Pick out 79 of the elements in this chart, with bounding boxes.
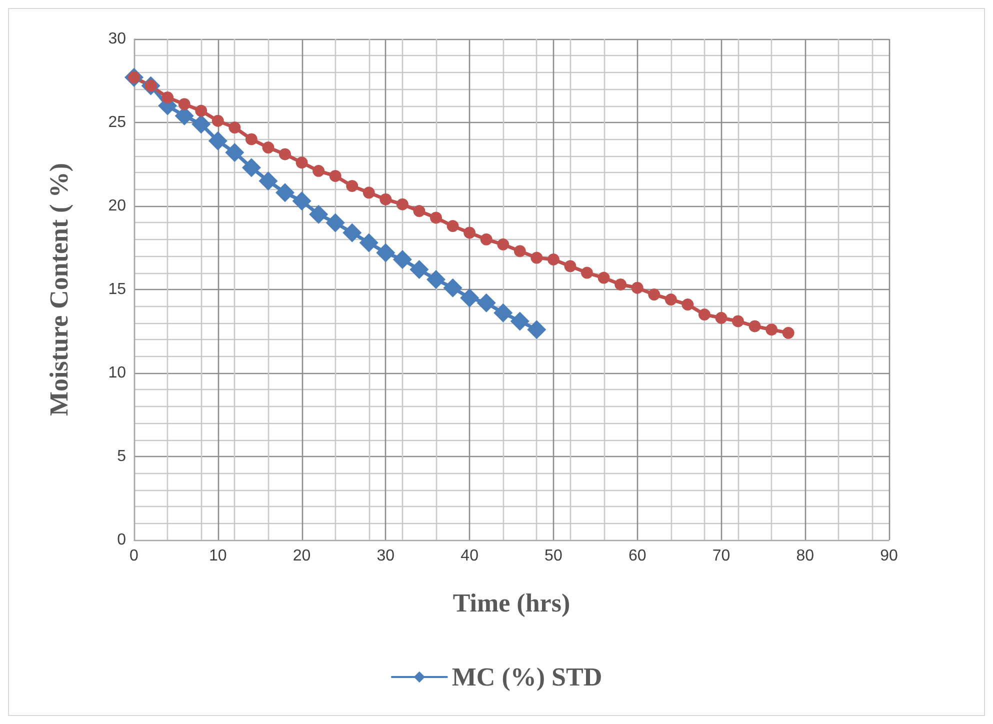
x-tick-label: 60 [628, 548, 646, 564]
point [292, 191, 312, 210]
point [276, 183, 294, 202]
point [392, 250, 412, 269]
y-tick-label: 25 [108, 114, 126, 131]
point [510, 312, 530, 331]
point [279, 148, 291, 160]
point [476, 293, 496, 312]
x-axis-title: Time (hrs) [452, 588, 570, 618]
point [446, 220, 459, 232]
point [598, 272, 610, 284]
legend-label: MC (%) STD [452, 662, 602, 692]
point [396, 198, 408, 210]
point [262, 142, 274, 154]
point [195, 104, 208, 117]
point [162, 91, 174, 104]
x-tick-label: 0 [130, 548, 139, 564]
point [460, 288, 480, 308]
point [664, 294, 677, 306]
x-tick-label: 20 [292, 548, 311, 564]
x-tick-label: 30 [376, 548, 395, 564]
point [362, 186, 375, 199]
x-tick-label: 40 [460, 548, 479, 564]
point [212, 114, 224, 127]
point [413, 205, 426, 218]
point [530, 252, 543, 264]
point [410, 260, 429, 279]
point [208, 131, 228, 150]
point [443, 278, 462, 298]
point [480, 233, 492, 246]
point [430, 212, 442, 224]
point [309, 204, 328, 224]
point [464, 226, 476, 239]
y-tick-label: 10 [108, 364, 126, 382]
point [242, 158, 261, 178]
point [732, 315, 744, 328]
y-axis-title: Moisture Content ( %) [44, 163, 74, 416]
point [258, 171, 278, 190]
y-tick-label: 20 [108, 198, 126, 214]
point [527, 320, 546, 340]
point [380, 193, 392, 206]
point [497, 238, 510, 250]
point [514, 245, 526, 258]
point [748, 320, 761, 332]
point [766, 324, 778, 336]
point [192, 114, 211, 134]
point [494, 303, 513, 322]
point [326, 213, 345, 232]
point [376, 243, 396, 262]
point [614, 278, 627, 290]
x-tick-label: 90 [880, 548, 898, 564]
point [342, 223, 362, 242]
point [359, 233, 378, 252]
point [698, 308, 710, 321]
x-tick-label: 10 [208, 548, 227, 564]
y-tick-label: 15 [108, 281, 126, 298]
point [296, 156, 308, 169]
point [564, 260, 576, 272]
point [178, 98, 190, 110]
y-tick-label: 5 [117, 448, 126, 465]
point [426, 270, 446, 289]
point [228, 122, 241, 134]
point [581, 266, 593, 279]
x-tick-label: 70 [712, 548, 730, 564]
y-tick-label: 0 [117, 532, 126, 548]
x-tick-label: 50 [544, 548, 562, 564]
point [245, 133, 258, 146]
point [547, 253, 560, 266]
point [312, 164, 325, 177]
point [682, 298, 694, 311]
point [782, 326, 794, 339]
y-tick-label: 30 [108, 30, 126, 48]
point [648, 288, 660, 301]
point [715, 312, 728, 324]
point [346, 180, 358, 192]
point [329, 170, 342, 182]
point [631, 282, 644, 294]
point [225, 143, 244, 162]
x-tick-label: 80 [796, 548, 814, 564]
